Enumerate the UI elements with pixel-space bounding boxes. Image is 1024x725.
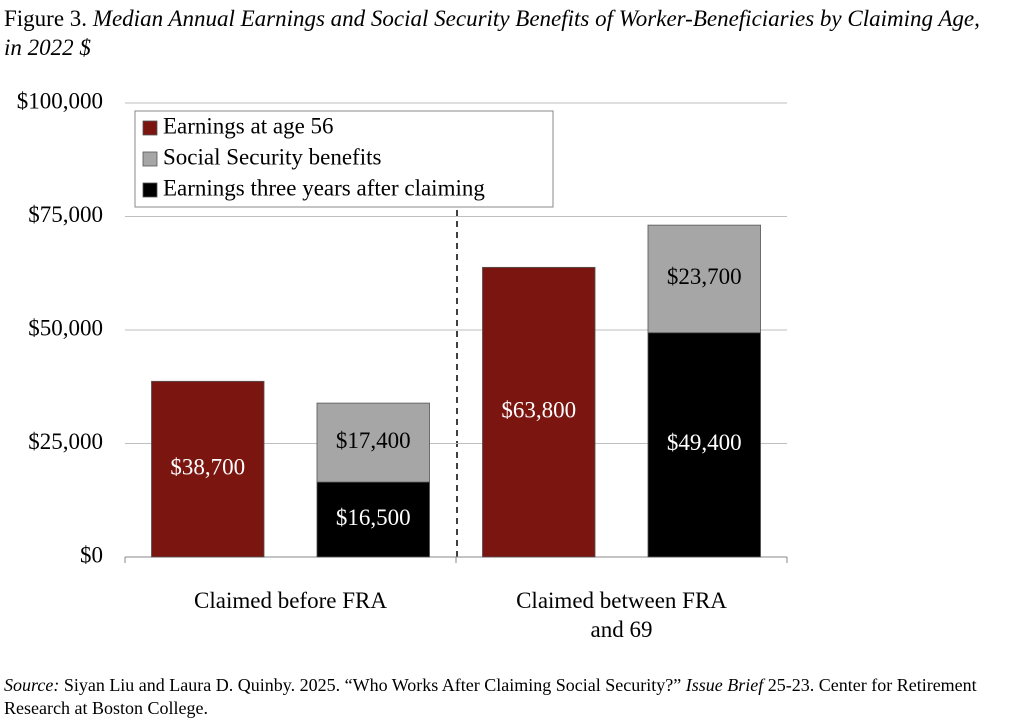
value-label: $23,700 — [667, 264, 742, 289]
legend-label: Earnings at age 56 — [163, 113, 334, 138]
source-label: Source: — [4, 675, 60, 695]
x-tick-label: Claimed between FRA and 69 — [516, 588, 727, 642]
legend-swatch — [142, 151, 158, 167]
value-label: $17,400 — [336, 428, 411, 453]
legend-box — [134, 110, 554, 208]
source-note: Source: Siyan Liu and Laura D. Quinby. 2… — [4, 674, 1014, 720]
title-text: Median Annual Earnings and Social Securi… — [4, 6, 980, 60]
source-title: Issue Brief — [685, 675, 764, 695]
value-label: $49,400 — [667, 430, 742, 455]
y-tick-label: $0 — [80, 542, 103, 567]
title-prefix: Figure 3. — [4, 6, 88, 31]
bar — [316, 481, 430, 558]
value-label: $63,800 — [501, 397, 576, 422]
y-tick-label: $50,000 — [28, 315, 103, 340]
y-tick-label: $100,000 — [17, 88, 103, 113]
bar — [647, 332, 761, 558]
bar — [316, 402, 430, 483]
x-tick-label: Claimed before FRA — [194, 588, 387, 613]
legend-swatch — [142, 182, 158, 198]
legend-label: Earnings three years after claiming — [163, 175, 485, 200]
legend: Earnings at age 56 Social Security benefi… — [134, 110, 554, 208]
bar — [482, 266, 596, 558]
legend-swatch — [142, 120, 158, 136]
bar — [647, 224, 761, 334]
chart-title: Figure 3. Median Annual Earnings and Soc… — [4, 4, 984, 62]
value-label: $38,700 — [170, 454, 245, 479]
y-tick-label: $75,000 — [28, 202, 103, 227]
source-text: Siyan Liu and Laura D. Quinby. 2025. “Wh… — [59, 675, 686, 695]
legend-label: Social Security benefits — [163, 144, 381, 169]
bar — [151, 380, 265, 558]
value-label: $16,500 — [336, 505, 411, 530]
y-tick-label: $25,000 — [28, 429, 103, 454]
source-text: 25-23. Center for Retirement Research at… — [4, 675, 977, 718]
